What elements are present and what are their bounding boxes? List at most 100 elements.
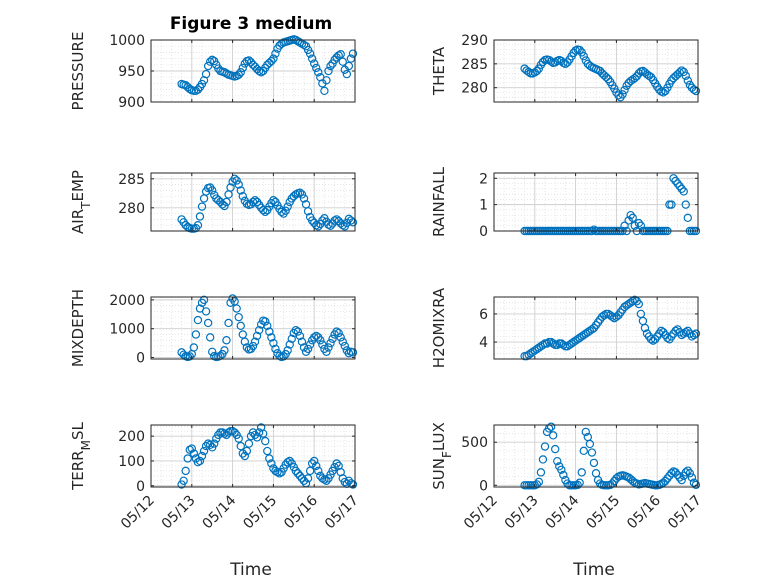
data-point xyxy=(261,317,270,326)
data-point xyxy=(673,470,682,480)
data-point xyxy=(195,212,205,221)
data-point xyxy=(250,196,260,205)
data-point xyxy=(626,210,635,220)
data-point xyxy=(681,468,690,477)
data-point xyxy=(679,187,688,196)
data-point xyxy=(226,298,235,307)
data-point xyxy=(293,327,303,336)
data-point xyxy=(620,85,629,95)
x-tick-label: 05/13 xyxy=(502,493,542,533)
data-point xyxy=(199,446,209,456)
data-point xyxy=(232,176,241,185)
data-point xyxy=(675,473,684,482)
data-point xyxy=(271,344,280,354)
data-point xyxy=(683,466,693,475)
data-point xyxy=(320,475,329,484)
data-point xyxy=(287,334,296,344)
data-point xyxy=(214,430,223,440)
y-tick-label: 4 xyxy=(479,335,488,351)
data-point xyxy=(261,436,270,446)
y-tick-label: 0 xyxy=(479,224,488,240)
data-point xyxy=(548,339,558,348)
y-tick-label: 2 xyxy=(479,171,488,187)
data-point xyxy=(293,37,303,46)
data-point xyxy=(283,458,292,467)
data-point xyxy=(546,422,556,431)
data-point xyxy=(295,471,305,481)
data-point xyxy=(189,449,199,458)
data-point xyxy=(220,346,229,355)
data-point xyxy=(318,474,327,483)
data-point xyxy=(267,333,276,342)
data-point xyxy=(681,71,690,80)
data-point xyxy=(234,70,243,79)
data-point xyxy=(628,476,637,486)
y-tick-label: 0 xyxy=(136,479,145,495)
y-axis-label: TERRMSL xyxy=(69,421,93,490)
data-point xyxy=(310,456,319,466)
data-point xyxy=(250,430,260,440)
data-point xyxy=(687,473,697,482)
subplot-3: 280 285 AIRTEMP xyxy=(69,170,358,234)
data-point xyxy=(185,352,194,361)
data-point xyxy=(269,338,278,348)
data-point xyxy=(532,66,542,76)
y-tick-label: 200 xyxy=(118,429,145,445)
data-point xyxy=(673,179,682,188)
data-point xyxy=(338,57,347,66)
y-tick-label: 280 xyxy=(118,201,145,217)
data-point xyxy=(667,200,676,209)
data-point xyxy=(585,439,595,449)
data-point xyxy=(675,181,684,191)
data-point xyxy=(299,476,309,485)
data-point xyxy=(342,218,352,228)
data-point xyxy=(183,454,192,463)
data-point xyxy=(224,318,233,328)
y-axis-label: SUNFLUX xyxy=(430,422,454,490)
data-point xyxy=(254,325,264,335)
data-point xyxy=(307,216,317,225)
data-point xyxy=(259,205,268,215)
data-point xyxy=(620,221,629,230)
data-point xyxy=(299,194,309,203)
subplot-5: 0 1000 2000 MIXDEPTH xyxy=(69,289,358,367)
data-point xyxy=(265,454,274,463)
axes-box xyxy=(493,296,699,360)
data-point xyxy=(295,331,305,341)
data-point xyxy=(193,458,203,467)
data-point xyxy=(542,339,552,348)
x-axis-label-left: Time xyxy=(229,560,272,580)
y-tick-label: 900 xyxy=(118,95,145,111)
data-point xyxy=(273,467,282,477)
data-point xyxy=(263,321,272,331)
data-point xyxy=(203,318,213,328)
y-axis-label: THETA xyxy=(430,46,448,96)
data-point xyxy=(524,67,533,77)
data-point xyxy=(244,439,254,448)
axes-box xyxy=(493,39,699,103)
data-point xyxy=(291,325,301,335)
data-point xyxy=(197,451,207,461)
data-point xyxy=(559,340,568,350)
data-point xyxy=(201,441,211,451)
data-point xyxy=(254,428,264,437)
data-point xyxy=(252,433,262,442)
data-point xyxy=(242,446,252,456)
data-point xyxy=(267,56,276,66)
data-point xyxy=(179,350,188,359)
data-point xyxy=(201,69,211,79)
data-point xyxy=(540,442,550,451)
data-point xyxy=(230,174,239,183)
axes-box xyxy=(493,172,699,232)
data-point xyxy=(312,63,321,73)
y-axis-label: AIRTEMP xyxy=(69,170,93,234)
data-point xyxy=(203,61,213,71)
data-point xyxy=(677,66,686,75)
data-point xyxy=(207,347,217,356)
data-point xyxy=(234,434,243,443)
subplot-1: 900 950 1000 PRESSURE xyxy=(69,32,358,111)
y-tick-label: 100 xyxy=(118,454,145,470)
data-point xyxy=(589,458,599,468)
x-tick-label: 05/17 xyxy=(322,493,362,533)
